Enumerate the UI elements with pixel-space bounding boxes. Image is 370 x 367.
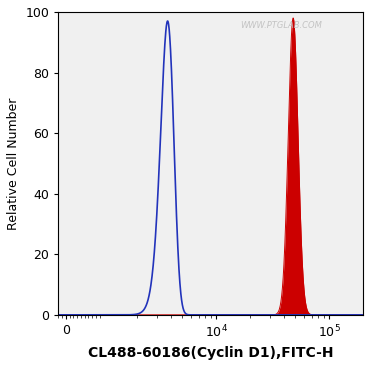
Y-axis label: Relative Cell Number: Relative Cell Number (7, 97, 20, 230)
Text: WWW.PTGLAB.COM: WWW.PTGLAB.COM (240, 21, 322, 30)
X-axis label: CL488-60186(Cyclin D1),FITC-H: CL488-60186(Cyclin D1),FITC-H (88, 346, 333, 360)
